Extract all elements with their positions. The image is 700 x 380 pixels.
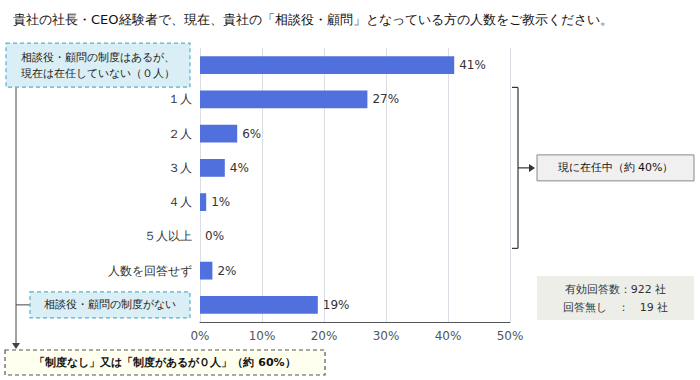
svg-text:0%: 0% <box>190 329 209 343</box>
svg-text:現に在任中（約 40%）: 現に在任中（約 40%） <box>558 161 674 174</box>
svg-text:2%: 2% <box>217 264 236 278</box>
svg-text:貴社の社長・CEO経験者で、現在、貴社の「相談役・顧問」とな: 貴社の社長・CEO経験者で、現在、貴社の「相談役・顧問」となっている方の人数をご… <box>13 12 613 27</box>
svg-text:相談役・顧問の制度がない: 相談役・顧問の制度がない <box>44 298 176 311</box>
svg-text:人数を回答せず: 人数を回答せず <box>108 264 192 278</box>
svg-text:4%: 4% <box>230 161 249 175</box>
svg-text:19%: 19% <box>323 298 350 312</box>
svg-text:27%: 27% <box>372 92 399 106</box>
svg-text:30%: 30% <box>373 329 400 343</box>
svg-text:0%: 0% <box>205 229 224 243</box>
svg-text:「制度なし」又は「制度があるが０人」（約 60%）: 「制度なし」又は「制度があるが０人」（約 60%） <box>34 356 295 369</box>
svg-text:50%: 50% <box>497 329 524 343</box>
svg-text:10%: 10% <box>249 329 276 343</box>
svg-text:41%: 41% <box>459 58 486 72</box>
svg-text:２人: ２人 <box>168 127 192 141</box>
svg-text:回答無し ： 19 社: 回答無し ： 19 社 <box>563 301 669 314</box>
svg-text:４人: ４人 <box>168 195 192 209</box>
svg-text:５人以上: ５人以上 <box>144 229 192 243</box>
svg-text:現在は在任していない（０人）: 現在は在任していない（０人） <box>21 67 175 80</box>
svg-text:有効回答数：922 社: 有効回答数：922 社 <box>565 283 667 296</box>
svg-text:40%: 40% <box>435 329 462 343</box>
svg-text:３人: ３人 <box>168 161 192 175</box>
svg-text:1%: 1% <box>211 195 230 209</box>
svg-text:20%: 20% <box>311 329 338 343</box>
svg-text:相談役・顧問の制度はあるが、: 相談役・顧問の制度はあるが、 <box>21 51 175 64</box>
svg-text:6%: 6% <box>242 127 261 141</box>
svg-text:１人: １人 <box>168 92 192 106</box>
